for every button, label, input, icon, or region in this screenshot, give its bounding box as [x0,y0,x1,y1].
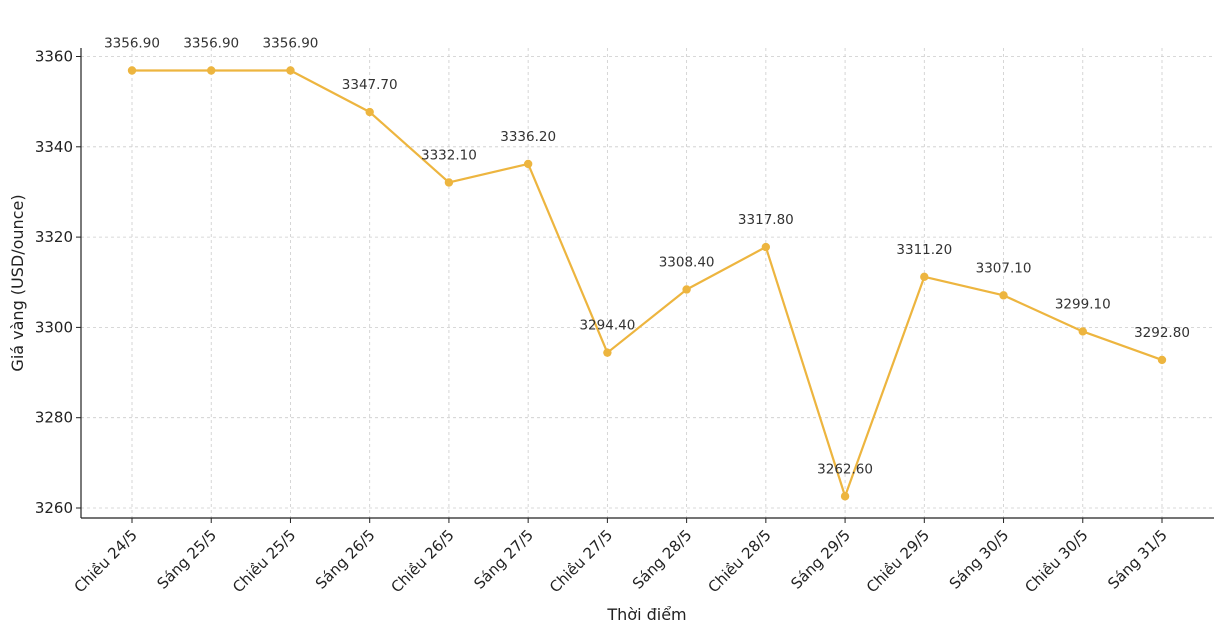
x-tick-label: Chiều 29/5 [863,526,933,596]
y-ticks: 3260 3280 3300 3320 3340 3360 [35,48,81,517]
series-line [132,69,1163,498]
data-label: 3317.80 [738,212,794,228]
x-tick-label: Sáng 25/5 [153,526,220,593]
data-point [999,291,1008,300]
axes [80,48,1214,519]
data-point [920,272,929,282]
x-tick-label: Chiều 26/5 [388,526,458,596]
x-tick-label: Chiều 25/5 [229,526,299,596]
x-tick-label: Sáng 30/5 [946,526,1013,593]
y-tick-label: 3260 [35,499,73,517]
data-label: 3356.90 [183,35,239,51]
data-point [761,242,771,252]
data-label: 3262.60 [817,461,873,477]
data-label: 3356.90 [104,35,160,51]
data-label: 3332.10 [421,147,477,163]
data-label: 3347.70 [342,77,398,93]
data-point [286,66,295,75]
series [127,66,1167,501]
y-tick-label: 3340 [35,138,73,156]
x-tick-label: Sáng 31/5 [1104,526,1171,593]
data-point [207,66,216,75]
data-label: 3308.40 [659,254,715,270]
x-tick-label: Sáng 26/5 [312,526,379,593]
data-point [127,66,137,75]
y-tick-label: 3300 [35,318,73,336]
grid [81,48,1214,518]
data-point [682,285,691,294]
y-tick-label: 3280 [35,409,73,427]
data-point [444,178,454,187]
x-ticks: Chiều 24/5 Sáng 25/5 Chiều 25/5 Sáng 26/5 Ch… [71,518,1171,596]
data-point [365,107,374,117]
x-tick-label: Sáng 29/5 [787,526,854,593]
data-label: 3356.90 [263,35,319,51]
data-point [840,492,850,501]
x-tick-label: Sáng 28/5 [629,526,696,593]
data-point [1078,327,1087,336]
data-point [523,159,533,169]
x-axis-title: Thời điểm [606,605,686,624]
data-labels: 3356.90 3356.90 3356.90 3347.70 3332.10 3336.… [104,35,1190,477]
data-label: 3336.20 [500,129,556,145]
x-tick-label: Chiều 27/5 [546,526,616,596]
x-tick-label: Chiều 30/5 [1021,526,1091,596]
x-tick-label: Chiều 24/5 [71,526,141,596]
y-axis-title: Giá vàng (USD/ounce) [8,194,27,371]
data-label: 3292.80 [1134,325,1190,341]
data-label: 3299.10 [1055,296,1111,312]
y-tick-label: 3360 [35,48,73,66]
x-tick-label: Chiều 28/5 [704,526,774,596]
data-point [1157,355,1167,365]
data-point [603,348,612,357]
data-label: 3311.20 [896,242,952,258]
y-tick-label: 3320 [35,228,73,246]
x-tick-label: Sáng 27/5 [470,526,537,593]
data-label: 3294.40 [579,318,635,334]
data-label: 3307.10 [976,260,1032,276]
